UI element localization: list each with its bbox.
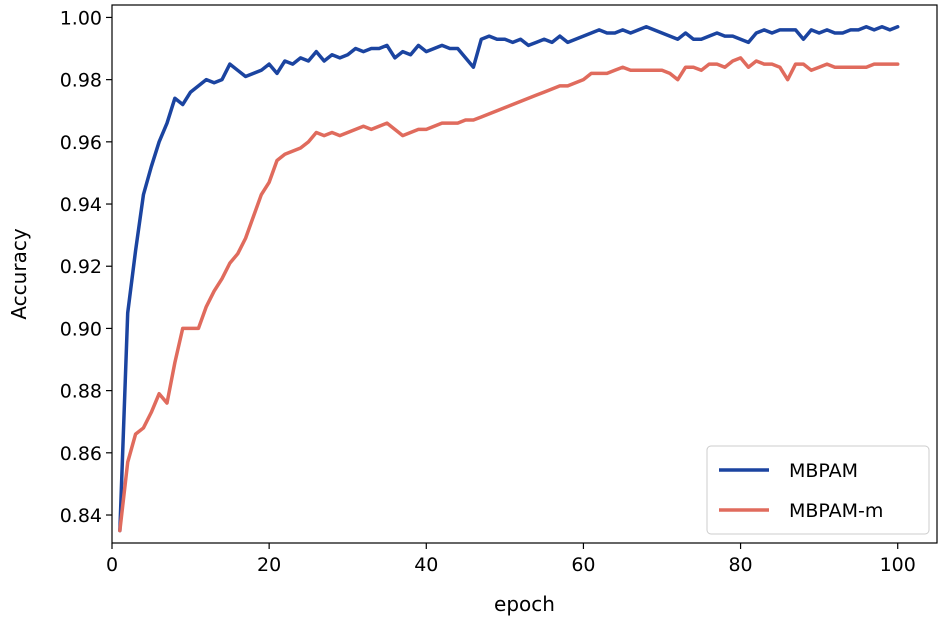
y-tick-label: 0.92 (60, 256, 102, 278)
y-tick-label: 1.00 (60, 7, 102, 29)
x-tick-label: 40 (414, 554, 438, 576)
x-tick-label: 80 (728, 554, 752, 576)
x-tick-label: 100 (880, 554, 916, 576)
y-tick-label: 0.86 (60, 443, 102, 465)
x-axis: 0 20 40 60 80 100 (106, 543, 916, 576)
series-line-mbpam (118, 25, 900, 533)
y-tick-label: 0.98 (60, 70, 102, 92)
x-tick-label: 60 (571, 554, 595, 576)
x-tick-label: 20 (257, 554, 281, 576)
y-tick-label: 0.88 (60, 381, 102, 403)
y-tick-label: 0.96 (60, 132, 102, 154)
y-tick-label: 0.94 (60, 194, 102, 216)
legend-box (706, 445, 930, 535)
y-axis-title: Accuracy (7, 228, 31, 319)
legend-label-mbpam: MBPAM (789, 460, 858, 482)
series-line-mbpam-m (118, 56, 900, 533)
x-axis-title: epoch (494, 592, 555, 616)
plot-frame (111, 4, 938, 544)
legend: MBPAM MBPAM-m (706, 445, 930, 535)
y-tick-label: 0.90 (60, 318, 102, 340)
x-tick-label: 0 (106, 554, 118, 576)
legend-label-mbpam-m: MBPAM-m (789, 500, 883, 522)
y-axis: 0.84 0.86 0.88 0.90 0.92 0.94 0.96 0.98 1.00 (60, 7, 112, 527)
series-layer (118, 25, 900, 533)
y-tick-label: 0.84 (60, 505, 102, 527)
